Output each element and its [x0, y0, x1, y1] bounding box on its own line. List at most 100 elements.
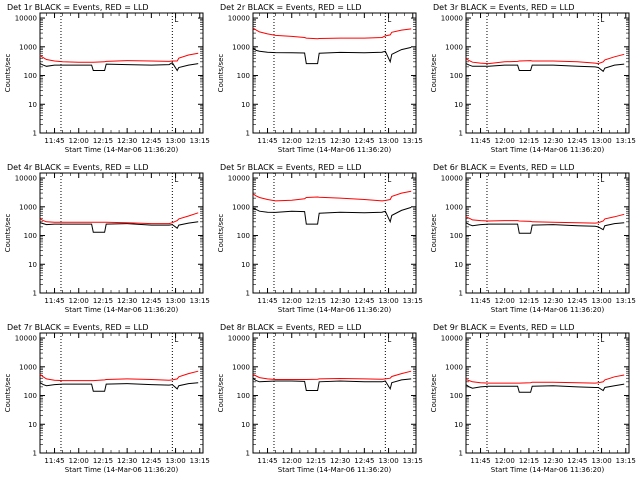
x-tick-label: 12:00 — [282, 137, 302, 145]
y-tick-label: 100 — [237, 232, 250, 240]
y-tick-label: 100 — [24, 232, 37, 240]
plot-frame — [252, 12, 417, 134]
marker-letter: L — [387, 176, 391, 184]
x-tick-label: 12:00 — [282, 457, 302, 465]
marker-letter: L — [174, 16, 178, 24]
y-axis-label: Counts/sec — [4, 374, 12, 413]
x-tick-label: 12:15 — [93, 457, 113, 465]
y-tick-label: 100 — [237, 392, 250, 400]
y-tick-label: 1 — [459, 130, 463, 138]
y-tick-label: 10 — [454, 261, 463, 269]
panel-title: Det 2r BLACK = Events, RED = LLD — [220, 3, 362, 12]
panel-title: Det 5r BLACK = Events, RED = LLD — [220, 163, 362, 172]
x-tick-label: 11:45 — [44, 297, 64, 305]
y-tick-label: 10 — [28, 261, 37, 269]
panel-title: Det 1r BLACK = Events, RED = LLD — [7, 3, 149, 12]
x-tick-label: 11:45 — [470, 137, 490, 145]
x-tick-label: 12:00 — [495, 137, 515, 145]
plot-frame — [465, 172, 630, 294]
y-tick-label: 1000 — [445, 363, 463, 371]
x-tick-label: 12:30 — [117, 137, 137, 145]
marker-letter: L — [387, 336, 391, 344]
y-tick-label: 10000 — [228, 15, 250, 23]
x-tick-label: 13:15 — [616, 137, 636, 145]
y-tick-label: 1000 — [19, 43, 37, 51]
y-tick-label: 1 — [246, 130, 250, 138]
marker-letter: L — [387, 16, 391, 24]
x-tick-label: 12:30 — [543, 457, 563, 465]
x-axis-label: Start Time (14-Mar-06 11:36:20) — [65, 466, 179, 474]
y-tick-label: 100 — [24, 72, 37, 80]
x-tick-label: 12:00 — [69, 297, 89, 305]
y-tick-label: 1 — [459, 450, 463, 458]
panel-det-1r: Det 1r BLACK = Events, RED = LLD 1 10 100 10… — [4, 3, 210, 154]
x-tick-label: 11:45 — [44, 457, 64, 465]
y-tick-label: 100 — [24, 392, 37, 400]
y-axis-label: Counts/sec — [430, 214, 438, 253]
series-line-events — [465, 222, 625, 234]
series-line-lld — [39, 212, 199, 225]
y-tick-label: 100 — [450, 72, 463, 80]
marker-letter: L — [174, 336, 178, 344]
x-tick-label: 13:15 — [403, 457, 423, 465]
x-tick-label: 11:45 — [470, 297, 490, 305]
plot-frame — [39, 332, 204, 454]
y-tick-label: 10000 — [441, 175, 463, 183]
series-line-lld — [39, 52, 199, 63]
y-tick-label: 10000 — [228, 335, 250, 343]
x-tick-label: 12:30 — [117, 457, 137, 465]
x-tick-label: 13:15 — [403, 297, 423, 305]
series-line-lld — [465, 374, 625, 384]
y-tick-label: 1000 — [232, 43, 250, 51]
series-line-events — [39, 62, 199, 72]
y-tick-label: 1 — [33, 450, 37, 458]
y-tick-label: 1000 — [19, 203, 37, 211]
x-tick-label: 12:45 — [354, 457, 374, 465]
x-tick-label: 12:15 — [519, 137, 539, 145]
plot-frame — [252, 172, 417, 294]
x-tick-label: 13:15 — [190, 137, 210, 145]
panel-det-2r: Det 2r BLACK = Events, RED = LLD 1 10 100 10… — [217, 3, 423, 154]
y-tick-label: 1 — [246, 450, 250, 458]
y-tick-label: 10000 — [441, 15, 463, 23]
x-tick-label: 12:15 — [93, 137, 113, 145]
series-line-lld — [465, 213, 625, 224]
series-line-lld — [252, 190, 412, 202]
x-tick-label: 12:15 — [306, 457, 326, 465]
x-tick-label: 12:15 — [519, 297, 539, 305]
series-line-lld — [39, 370, 199, 382]
x-axis-label: Start Time (14-Mar-06 11:36:20) — [278, 146, 392, 154]
x-tick-label: 12:45 — [141, 297, 161, 305]
x-tick-label: 11:45 — [257, 457, 277, 465]
x-tick-label: 12:00 — [69, 137, 89, 145]
x-tick-label: 13:00 — [378, 297, 398, 305]
y-tick-label: 1 — [459, 290, 463, 298]
panel-title: Det 7r BLACK = Events, RED = LLD — [7, 323, 149, 332]
panel-det-8r: Det 8r BLACK = Events, RED = LLD 1 10 100 10… — [217, 323, 423, 474]
panel-title: Det 6r BLACK = Events, RED = LLD — [433, 163, 575, 172]
x-tick-label: 11:45 — [470, 457, 490, 465]
x-tick-label: 13:00 — [378, 137, 398, 145]
marker-letter: L — [600, 16, 604, 24]
marker-letter: L — [600, 336, 604, 344]
x-axis-label: Start Time (14-Mar-06 11:36:20) — [278, 466, 392, 474]
x-axis-label: Start Time (14-Mar-06 11:36:20) — [491, 146, 605, 154]
x-tick-label: 12:15 — [93, 297, 113, 305]
x-tick-label: 12:00 — [495, 297, 515, 305]
x-axis-label: Start Time (14-Mar-06 11:36:20) — [491, 466, 605, 474]
y-tick-label: 10000 — [15, 335, 37, 343]
y-tick-label: 1000 — [232, 203, 250, 211]
x-tick-label: 12:00 — [495, 457, 515, 465]
y-axis-label: Counts/sec — [4, 214, 12, 253]
y-tick-label: 10 — [454, 421, 463, 429]
x-tick-label: 13:15 — [403, 137, 423, 145]
x-tick-label: 11:45 — [257, 297, 277, 305]
y-axis-label: Counts/sec — [217, 374, 225, 413]
x-tick-label: 12:15 — [519, 457, 539, 465]
y-tick-label: 10000 — [441, 335, 463, 343]
x-tick-label: 13:00 — [591, 297, 611, 305]
x-tick-label: 13:00 — [165, 457, 185, 465]
x-tick-label: 12:30 — [543, 297, 563, 305]
y-tick-label: 10 — [28, 101, 37, 109]
y-tick-label: 100 — [237, 72, 250, 80]
